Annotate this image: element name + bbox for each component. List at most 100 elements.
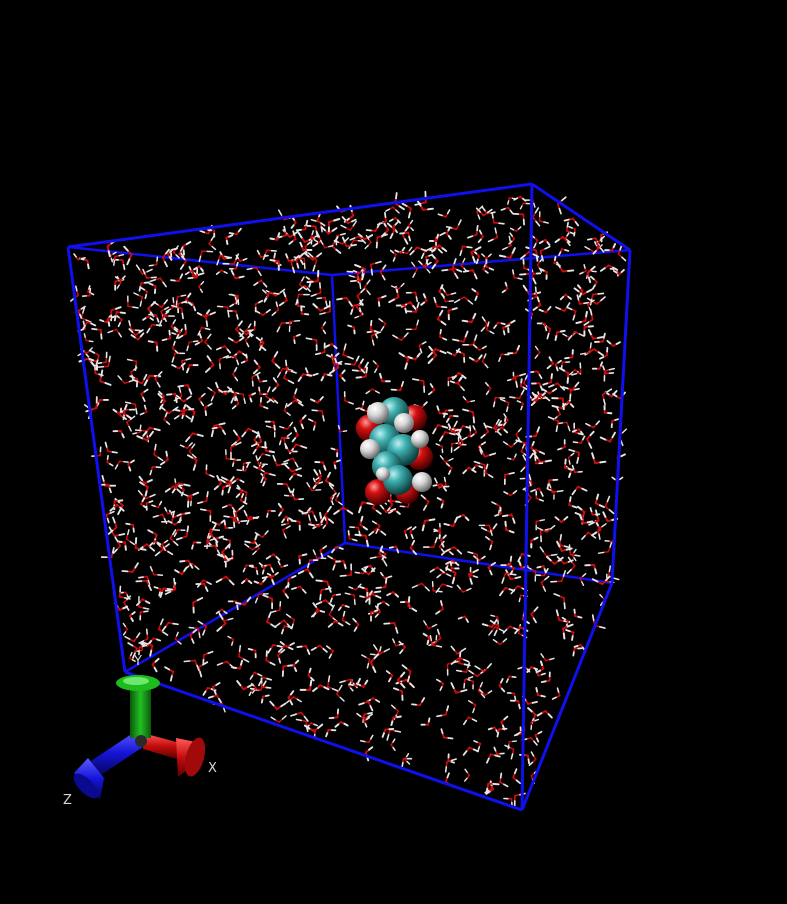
water-bond	[158, 591, 161, 597]
water-bond	[328, 653, 333, 659]
water-bond	[478, 205, 484, 210]
water-bond	[572, 314, 576, 321]
water-bond	[589, 430, 595, 437]
water-bond	[327, 623, 333, 628]
water-bond	[558, 251, 562, 256]
water-bond	[144, 495, 151, 500]
water-bond	[477, 685, 482, 692]
water-bond	[520, 466, 526, 473]
water-bond	[156, 638, 162, 642]
water-bond	[365, 390, 371, 395]
water-bond	[285, 613, 292, 618]
water-bond	[458, 662, 466, 666]
water-bond	[165, 308, 171, 313]
water-bond	[350, 308, 354, 315]
water-bond	[411, 539, 416, 546]
water-bond	[485, 463, 489, 470]
water-bond	[157, 392, 163, 399]
water-bond	[419, 348, 423, 354]
water-bond	[608, 565, 612, 573]
water-bond	[559, 329, 566, 333]
water-bond	[453, 446, 460, 452]
water-bond	[312, 687, 318, 692]
water-bond	[336, 688, 341, 695]
water-bond	[291, 586, 297, 590]
water-bond	[579, 352, 587, 355]
water-bond	[132, 652, 136, 659]
water-bond	[144, 294, 148, 300]
water-bond	[261, 463, 266, 468]
water-bond	[221, 660, 228, 664]
water-bond	[474, 295, 478, 301]
water-bond	[417, 200, 422, 207]
water-bond	[196, 664, 200, 672]
water-bond	[148, 282, 154, 286]
z-axis-arrowhead-cap	[73, 773, 99, 799]
water-bond	[145, 600, 151, 605]
water-bond	[374, 613, 379, 618]
water-bond	[231, 666, 237, 669]
water-bond	[250, 682, 255, 687]
water-bond	[325, 645, 331, 650]
water-bond	[248, 332, 254, 337]
water-bond	[138, 268, 144, 275]
water-bond	[167, 520, 173, 524]
water-bond	[508, 530, 515, 534]
water-bond	[547, 328, 552, 335]
solute-molecule[interactable]	[356, 397, 433, 505]
water-bond	[336, 362, 343, 365]
water-bond	[570, 331, 576, 337]
water-bond	[260, 476, 264, 484]
water-bond	[313, 723, 318, 727]
water-bond	[445, 761, 448, 768]
water-bond	[594, 241, 598, 247]
water-bond	[307, 418, 314, 422]
water-bond	[365, 366, 369, 374]
water-bond	[591, 534, 597, 539]
water-bond	[328, 518, 335, 524]
water-bond	[545, 554, 553, 557]
water-bond	[356, 291, 362, 297]
water-bond	[108, 355, 111, 363]
water-bond	[173, 540, 179, 546]
water-bond	[143, 379, 149, 387]
water-bond	[301, 276, 305, 282]
water-bond	[298, 509, 304, 514]
water-bond	[591, 614, 595, 622]
water-bond	[426, 247, 433, 251]
water-bond	[574, 554, 581, 557]
water-bond	[516, 585, 524, 590]
water-bond	[510, 319, 516, 324]
water-bond	[411, 703, 417, 706]
water-bond	[509, 570, 514, 576]
water-bond	[256, 570, 259, 575]
water-bond	[90, 407, 98, 411]
water-bond	[602, 332, 606, 339]
water-bond	[375, 528, 379, 534]
water-bond	[207, 695, 214, 699]
water-bond	[281, 523, 286, 526]
water-bond	[413, 265, 418, 271]
water-bond	[542, 382, 549, 386]
water-bond	[260, 469, 265, 473]
water-bond	[533, 452, 539, 460]
water-bond	[209, 538, 215, 541]
water-bond	[443, 522, 450, 526]
water-bond	[479, 449, 483, 455]
water-bond	[204, 509, 212, 512]
water-bond	[138, 640, 145, 644]
water-bond	[458, 296, 465, 301]
water-bond	[73, 253, 77, 258]
water-bond	[595, 420, 601, 426]
water-bond	[544, 326, 548, 332]
water-bond	[151, 504, 156, 508]
water-bond	[258, 299, 264, 304]
water-bond	[392, 687, 399, 691]
water-bond	[539, 450, 546, 455]
water-bond	[486, 208, 493, 214]
water-bond	[159, 461, 166, 466]
water-bond	[284, 593, 290, 599]
water-bond	[202, 629, 206, 636]
water-bond	[301, 553, 308, 557]
